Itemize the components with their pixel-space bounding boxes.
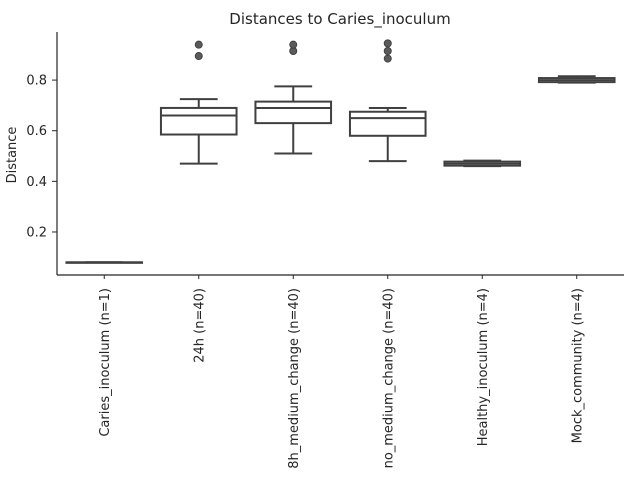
x-tick-label: no_medium_change (n=40) bbox=[381, 288, 396, 468]
outlier-point bbox=[194, 52, 203, 61]
y-tick-label: 0.8 bbox=[26, 74, 47, 89]
box-group bbox=[348, 39, 427, 163]
y-tick-label: 0.6 bbox=[26, 124, 47, 139]
outlier-point bbox=[383, 54, 392, 63]
x-tick-label: Caries_inoculum (n=1) bbox=[98, 288, 113, 437]
outlier-point bbox=[289, 40, 298, 49]
box-group bbox=[159, 40, 238, 165]
box-group bbox=[65, 261, 144, 264]
x-tick-label: Healthy_inoculum (n=4) bbox=[476, 288, 491, 446]
y-tick-label: 0.4 bbox=[26, 175, 47, 190]
outlier-point bbox=[194, 40, 203, 49]
chart-title: Distances to Caries_inoculum bbox=[229, 10, 450, 29]
x-tick-label: Mock_community (n=4) bbox=[570, 288, 585, 443]
outlier-point bbox=[383, 39, 392, 48]
outlier-point bbox=[383, 46, 392, 55]
x-tick-label: 8h_medium_change (n=40) bbox=[287, 288, 302, 469]
box-body bbox=[159, 106, 238, 136]
box-group bbox=[537, 75, 616, 84]
box-body bbox=[348, 110, 427, 137]
x-tick-label: 24h (n=40) bbox=[192, 288, 207, 363]
box-group bbox=[254, 40, 333, 155]
y-tick-label: 0.2 bbox=[26, 225, 47, 240]
box-body bbox=[254, 100, 333, 125]
x-tick-labels: Caries_inoculum (n=1) 24h (n=40) 8h_medium… bbox=[98, 275, 585, 469]
boxes bbox=[65, 39, 616, 264]
box-group bbox=[443, 159, 522, 168]
y-ticks: 0.2 0.4 0.6 0.8 bbox=[26, 74, 57, 240]
y-axis-label: Distance bbox=[5, 127, 20, 184]
